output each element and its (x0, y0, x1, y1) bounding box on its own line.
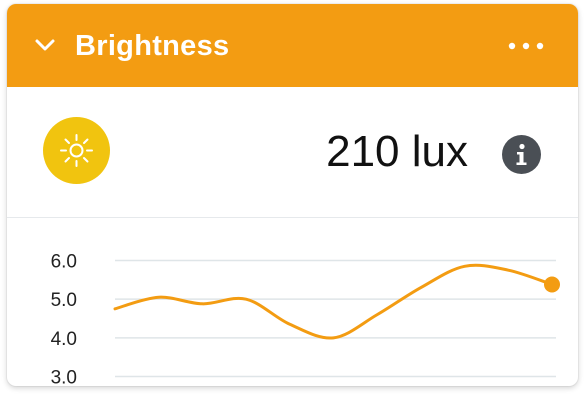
sensor-badge (43, 117, 110, 184)
chevron-down-icon[interactable] (34, 37, 56, 53)
brightness-card: Brightness 210 lux (7, 4, 578, 386)
reading-row: 210 lux (7, 87, 578, 217)
brightness-series-line (113, 263, 554, 340)
info-icon (516, 143, 527, 165)
brightness-chart: 6.0 5.0 4.0 3.0 (51, 252, 560, 387)
y-tick-label: 5.0 (51, 290, 77, 311)
brightness-value: 210 lux (326, 127, 468, 176)
more-horizontal-icon[interactable] (506, 36, 546, 56)
divider (7, 217, 578, 218)
card-title: Brightness (75, 30, 230, 62)
sun-icon (60, 134, 93, 167)
latest-point-marker (544, 276, 560, 293)
card-header: Brightness (7, 4, 578, 87)
y-tick-label: 4.0 (51, 329, 77, 350)
y-tick-label: 3.0 (51, 368, 77, 387)
info-button[interactable] (502, 135, 541, 174)
y-tick-label: 6.0 (51, 252, 77, 273)
